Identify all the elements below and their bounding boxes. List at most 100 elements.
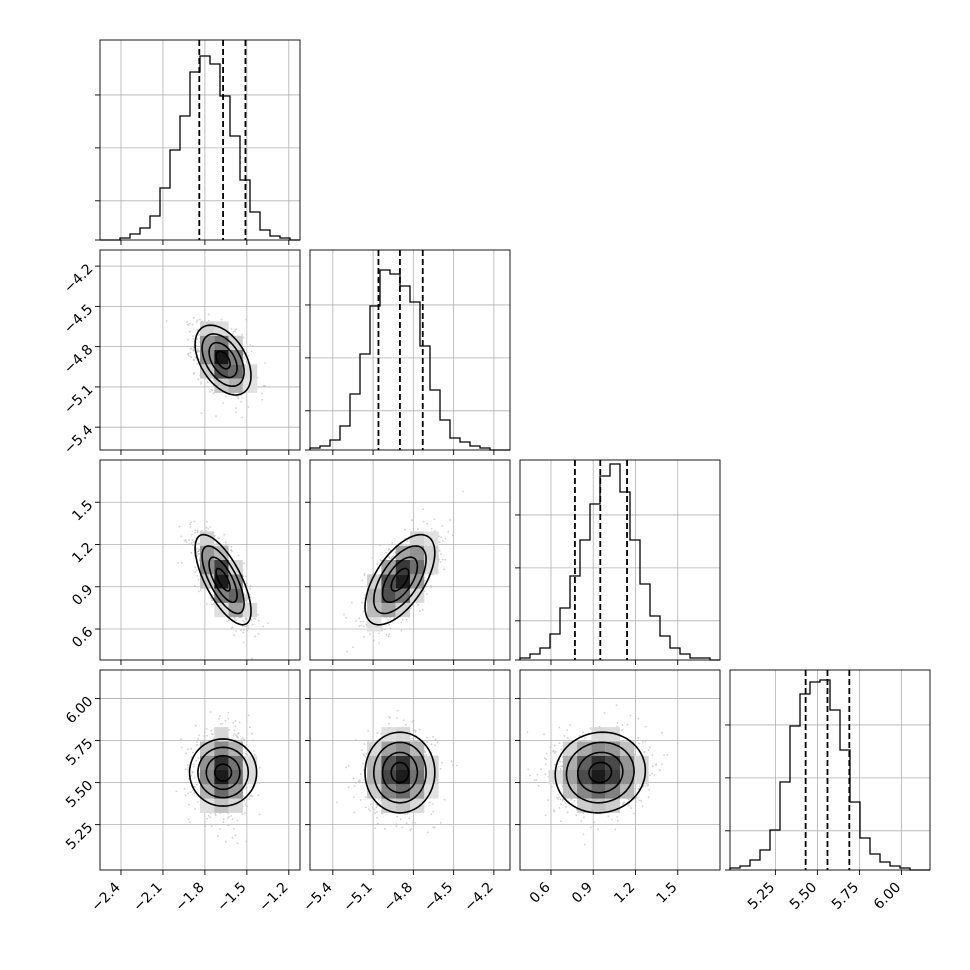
sample-point (359, 620, 362, 623)
sample-point (345, 766, 348, 769)
sample-point (358, 617, 361, 620)
sample-point (352, 796, 355, 799)
sample-point (439, 767, 442, 770)
sample-point (244, 625, 247, 628)
sample-point (193, 359, 195, 362)
sample-point (204, 530, 207, 532)
density-cell (381, 784, 396, 799)
sample-point (347, 764, 350, 767)
sample-point (212, 379, 215, 382)
sample-point (231, 836, 234, 839)
contour-line (390, 567, 410, 592)
density-cell (395, 727, 410, 742)
sample-point (395, 825, 398, 828)
sample-point (553, 810, 556, 813)
sample-point (355, 620, 357, 622)
sample-point (244, 597, 247, 600)
sample-point (252, 750, 255, 752)
sample-point (219, 828, 221, 830)
contour-line (213, 763, 233, 782)
sample-point (433, 518, 436, 521)
sample-point (343, 613, 345, 616)
sample-point (353, 785, 356, 787)
sample-point (227, 812, 230, 815)
contour-line (215, 350, 231, 370)
sample-point (234, 330, 236, 333)
sample-point (442, 540, 444, 543)
sample-point (647, 749, 650, 752)
sample-point (217, 835, 219, 837)
sample-point (211, 733, 213, 735)
sample-point (560, 748, 563, 750)
sample-point (212, 392, 215, 394)
sample-point (364, 796, 367, 798)
sample-point (191, 771, 194, 774)
sample-point (443, 798, 446, 801)
sample-point (183, 539, 186, 542)
sample-point (432, 826, 435, 829)
sample-point (190, 551, 193, 554)
contour-line (197, 746, 250, 799)
sample-point (196, 531, 199, 533)
sample-point (405, 618, 408, 621)
sample-point (412, 604, 414, 607)
sample-point (258, 619, 260, 622)
sample-point (361, 601, 363, 604)
sample-point (189, 523, 192, 526)
sample-point (388, 722, 390, 725)
sample-point (264, 362, 266, 364)
sample-point (434, 530, 436, 532)
sample-point (224, 541, 227, 544)
sample-point (237, 732, 239, 735)
sample-point (404, 528, 406, 531)
sample-point (195, 341, 198, 344)
sample-point (194, 566, 197, 569)
sample-point (359, 799, 362, 801)
sample-point (235, 734, 237, 737)
sample-point (422, 520, 425, 523)
sample-point (180, 561, 183, 564)
sample-point (254, 635, 256, 638)
sample-point (358, 625, 361, 627)
sample-point (233, 733, 236, 735)
panel-frame (729, 669, 931, 871)
sample-point (234, 720, 237, 722)
sample-point (418, 728, 421, 731)
sample-point (222, 818, 225, 821)
sample-point (249, 726, 251, 729)
sample-point (409, 607, 412, 610)
sample-point (184, 794, 187, 797)
sample-point (192, 316, 195, 319)
sample-point (385, 551, 387, 554)
contour-line (188, 738, 258, 807)
sample-point (244, 358, 246, 360)
sample-point (246, 362, 249, 364)
sample-point (230, 627, 233, 630)
sample-point (206, 520, 208, 523)
sample-point (197, 348, 199, 351)
panel-frame (99, 249, 301, 451)
corner-panels: −2.4 −2.1 −1.8 −1.5 −1.2 −5.4 −5.1 −4.8 −4.5 −4.2… (61, 39, 931, 915)
sample-point (214, 534, 216, 537)
sample-point (218, 715, 221, 717)
sample-point (237, 397, 240, 400)
sample-point (245, 318, 248, 321)
density-cell (381, 741, 396, 756)
sample-point (241, 619, 244, 622)
density-cell (228, 741, 243, 756)
sample-point (414, 731, 417, 733)
sample-point (180, 746, 183, 749)
sample-point (200, 381, 202, 383)
sample-point (426, 831, 429, 834)
sample-point (206, 381, 209, 383)
sample-point (554, 750, 557, 753)
sample-point (192, 335, 195, 337)
sample-point (230, 545, 233, 548)
sample-point (194, 571, 197, 573)
sample-point (205, 603, 208, 605)
sample-point (188, 821, 191, 824)
sample-point (405, 822, 408, 825)
sample-point (245, 596, 248, 598)
sample-point (417, 528, 419, 530)
density-cell (395, 784, 410, 799)
